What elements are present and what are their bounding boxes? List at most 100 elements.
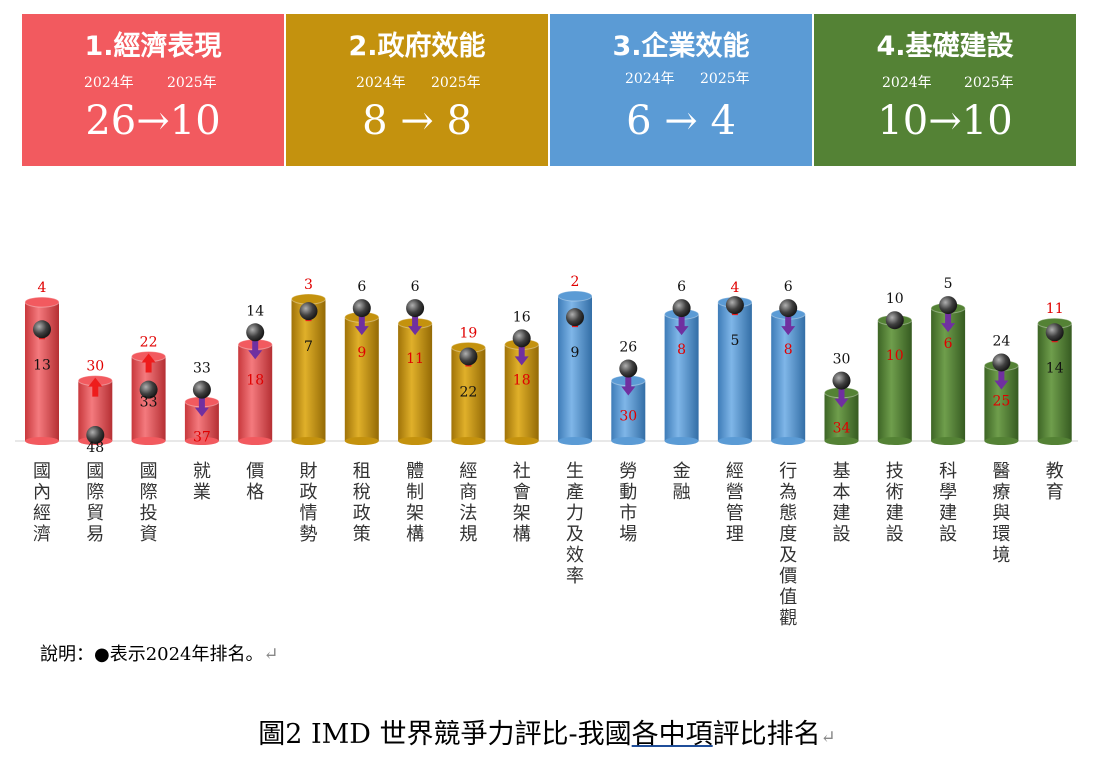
rank-2025-label: 37 xyxy=(193,430,211,446)
category-label: 價格 xyxy=(246,461,264,503)
category-label: 經營管理 xyxy=(726,461,744,545)
category-label: 教育 xyxy=(1046,461,1064,503)
bar-group: 30 26 xyxy=(610,340,646,445)
bar-group: 45 xyxy=(717,280,753,445)
rank-2024-label: 22 xyxy=(459,384,477,400)
rank-2024-label: 30 xyxy=(833,352,851,368)
category-label: 金融 xyxy=(673,461,691,503)
bar-bottom xyxy=(984,437,1019,445)
rank-2024-label: 7 xyxy=(304,339,313,355)
rank-2024-dot xyxy=(406,299,425,318)
bar-group: 37 33 xyxy=(184,361,220,446)
bar-top xyxy=(557,290,593,302)
pillar-economic: 1.經濟表現 2024年 2025年 26→10 xyxy=(22,14,284,166)
pillar-title: 1.經濟表現 xyxy=(84,31,222,62)
rank-2024-label: 14 xyxy=(1046,360,1064,376)
category-label: 國際貿易 xyxy=(86,461,104,545)
rank-2024-label: 5 xyxy=(944,276,953,292)
rank-2024-dot xyxy=(672,299,691,318)
pillar-rank-b: 10 xyxy=(961,98,1013,144)
bar-group: 10 10 xyxy=(877,291,913,445)
category-label: 國際投資 xyxy=(140,461,158,545)
pillar-government: 2.政府效能 2024年 2025年 8 → 8 xyxy=(286,14,548,166)
pillar-year-a: 2024年 xyxy=(356,75,406,91)
category-label: 生產力及效率 xyxy=(566,461,584,587)
bar-group: 86 xyxy=(770,279,806,445)
bar xyxy=(877,320,912,441)
bar-group: 96 xyxy=(344,279,380,445)
pillar-title: 4.基礎建設 xyxy=(876,31,1014,62)
rank-2024-dot xyxy=(192,380,211,399)
bar xyxy=(1037,323,1072,441)
arrow-down-icon xyxy=(194,397,209,417)
arrow-right-icon: → xyxy=(136,98,170,144)
bar-bottom xyxy=(611,437,646,445)
rank-2024-dot xyxy=(885,311,904,330)
rank-2025-label: 2 xyxy=(571,274,580,290)
bar-bottom xyxy=(131,437,166,445)
rank-2024-dot xyxy=(779,299,798,318)
rank-2025-label: 6 xyxy=(944,336,953,352)
rank-2025-label: 19 xyxy=(459,325,477,341)
rank-2025-label: 18 xyxy=(246,372,264,388)
pillar-year-a: 2024年 xyxy=(625,71,675,87)
arrow-down-icon xyxy=(674,316,689,336)
category-label: 基本建設 xyxy=(833,461,851,545)
bar-bottom xyxy=(1037,437,1072,445)
rank-2024-label: 16 xyxy=(513,309,531,325)
rank-2025-label: 10 xyxy=(886,348,904,364)
bar-group: 4 13 xyxy=(24,280,60,445)
bar-bottom xyxy=(771,437,806,445)
pillar-year-a: 2024年 xyxy=(84,75,134,91)
rank-2025-label: 4 xyxy=(730,280,739,296)
rank-2024-label: 48 xyxy=(86,440,104,456)
chart-note: 說明：●表示2024年排名。↵ xyxy=(40,644,279,665)
bar-bottom xyxy=(25,437,59,445)
pillar-title: 2.政府效能 xyxy=(348,31,486,62)
arrow-up-icon xyxy=(141,353,156,373)
arrow-down-icon xyxy=(834,388,849,408)
pillar-header: 1.經濟表現 2024年 2025年 26→10 2.政府效能 2024年 20… xyxy=(22,14,1078,166)
rank-2024-dot xyxy=(33,320,51,339)
rank-2024-label: 33 xyxy=(140,395,158,411)
arrow-right-icon: → xyxy=(664,98,698,144)
pillar-rank-a: 10 xyxy=(877,98,929,144)
arrow-down-icon xyxy=(621,376,636,396)
rank-2024-label: 6 xyxy=(411,279,420,295)
rank-2024-label: 14 xyxy=(246,303,264,319)
arrow-down-icon xyxy=(408,316,423,336)
rank-2025-label: 34 xyxy=(833,421,851,437)
bar-bottom xyxy=(291,437,326,445)
bar-group: 30 48 xyxy=(77,359,113,456)
bar-group: 29 xyxy=(557,274,593,445)
rank-2024-label: 10 xyxy=(886,291,904,307)
rank-2025-label: 22 xyxy=(140,334,158,350)
bar xyxy=(664,314,699,441)
pillar-rank-b: 8 xyxy=(446,98,472,144)
rank-2024-dot xyxy=(299,302,318,321)
bar-bottom xyxy=(504,437,539,445)
pillar-year-b: 2025年 xyxy=(431,75,481,91)
bar-bottom xyxy=(664,437,699,445)
arrow-down-icon xyxy=(781,316,796,336)
category-label: 科學建設 xyxy=(939,461,957,545)
category-label: 勞動市場 xyxy=(619,461,637,545)
bar-group: 65 xyxy=(930,276,966,445)
rank-2024-dot xyxy=(139,380,158,399)
bar xyxy=(771,314,806,441)
bar-bottom xyxy=(877,437,912,445)
rank-2025-label: 8 xyxy=(784,342,793,358)
pillar-year-b: 2025年 xyxy=(167,75,217,91)
arrow-down-icon xyxy=(354,316,369,336)
pillar-rank-a: 26 xyxy=(85,98,137,144)
arrow-up-icon xyxy=(88,377,103,397)
bar-bottom xyxy=(931,437,966,445)
bar-group: 11 6 xyxy=(397,279,433,445)
category-label: 體制架構 xyxy=(406,461,424,545)
pillar-title: 3.企業效能 xyxy=(612,31,750,62)
bar-group: 34 30 xyxy=(824,352,859,445)
